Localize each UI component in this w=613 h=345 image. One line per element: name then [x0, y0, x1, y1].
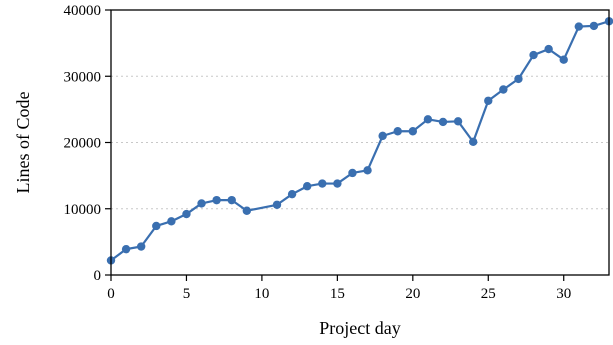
data-series	[107, 17, 613, 265]
x-tick-label: 10	[254, 286, 269, 302]
data-point	[560, 55, 568, 63]
data-point	[439, 118, 447, 126]
data-point	[348, 169, 356, 177]
y-axis: 0 10000 20000 30000 40000	[64, 3, 112, 284]
data-point	[333, 179, 341, 187]
data-point	[499, 85, 507, 93]
data-point	[122, 245, 130, 253]
y-tick-label: 40000	[64, 3, 102, 19]
data-point	[303, 182, 311, 190]
x-axis-label: Project day	[319, 318, 400, 338]
x-tick-label: 20	[405, 286, 420, 302]
x-tick-label: 25	[481, 286, 496, 302]
data-point	[197, 199, 205, 207]
data-point	[363, 166, 371, 174]
x-tick-label: 5	[183, 286, 191, 302]
data-point	[167, 217, 175, 225]
grid-lines	[111, 76, 609, 209]
data-point	[378, 132, 386, 140]
y-tick-label: 30000	[64, 69, 102, 85]
data-point	[469, 138, 477, 146]
y-axis-label: Lines of Code	[13, 92, 33, 194]
data-point	[454, 117, 462, 125]
y-tick-label: 0	[94, 268, 102, 284]
data-point	[484, 97, 492, 105]
data-point	[544, 45, 552, 53]
data-point	[152, 222, 160, 230]
data-point	[590, 22, 598, 30]
x-axis: 0 5 10 15 20 25 30	[107, 275, 571, 302]
data-point	[424, 115, 432, 123]
data-point	[243, 207, 251, 215]
data-point	[318, 179, 326, 187]
data-point	[529, 51, 537, 59]
x-tick-label: 15	[330, 286, 345, 302]
y-tick-label: 10000	[64, 202, 102, 218]
data-point	[514, 75, 522, 83]
data-point	[575, 22, 583, 30]
data-point	[137, 242, 145, 250]
data-point	[394, 127, 402, 135]
x-tick-label: 30	[556, 286, 571, 302]
data-point	[212, 196, 220, 204]
data-point	[182, 210, 190, 218]
data-point	[273, 201, 281, 209]
x-tick-label: 0	[107, 286, 115, 302]
plot-frame	[111, 10, 609, 275]
y-tick-label: 20000	[64, 136, 102, 152]
data-point	[288, 190, 296, 198]
data-point	[409, 127, 417, 135]
data-point	[228, 196, 236, 204]
